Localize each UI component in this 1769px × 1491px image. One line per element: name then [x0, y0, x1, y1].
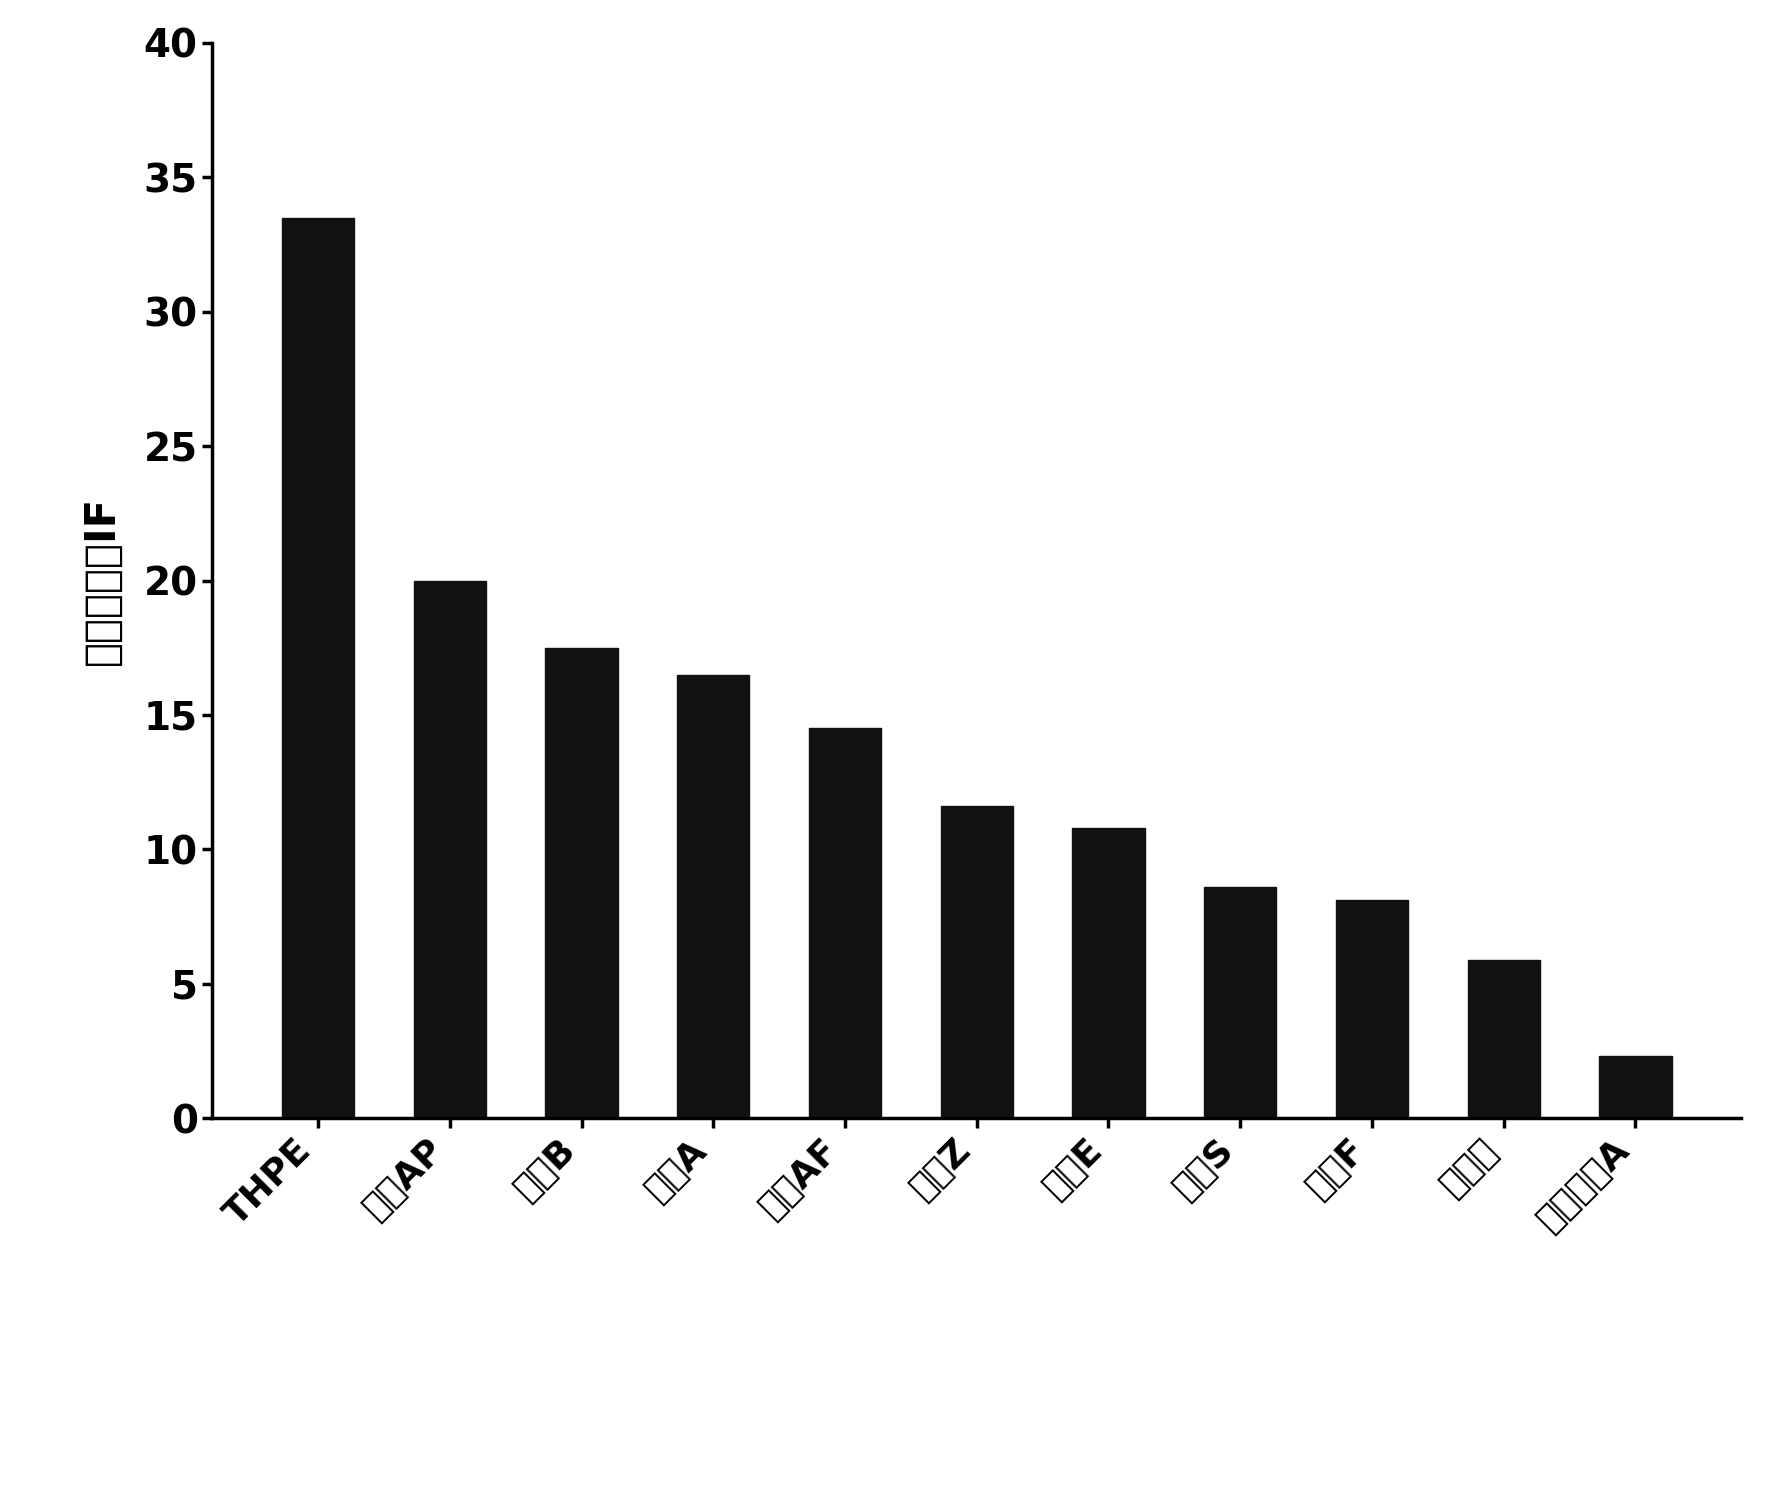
Bar	[545, 647, 617, 1118]
Bar	[1205, 887, 1277, 1118]
Bar	[281, 218, 354, 1118]
Bar	[414, 580, 486, 1118]
Bar	[1468, 960, 1541, 1118]
Bar	[678, 674, 750, 1118]
Bar	[808, 729, 881, 1118]
Bar	[941, 807, 1014, 1118]
Bar	[1072, 828, 1145, 1118]
Bar	[1599, 1057, 1672, 1118]
Bar	[1336, 901, 1408, 1118]
Y-axis label: 印迹因子，IF: 印迹因子，IF	[81, 497, 122, 665]
